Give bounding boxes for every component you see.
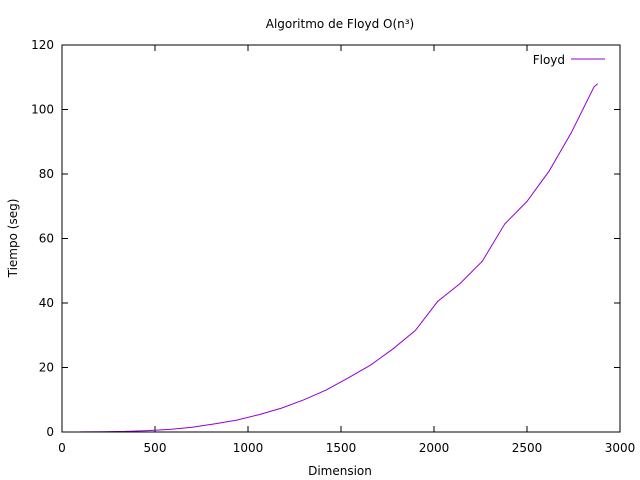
chart-title: Algoritmo de Floyd O(n³) [266,17,414,31]
series-layer [80,83,599,433]
y-tick-label: 80 [39,167,54,181]
y-tick-label: 100 [31,103,54,117]
plot-frame [61,44,621,433]
y-tick-label: 60 [39,232,54,246]
x-tick-label: 500 [144,441,167,455]
y-tick-label: 20 [39,361,54,375]
x-axis-label: Dimension [308,464,372,478]
x-tick-label: 0 [58,441,66,455]
legend-label-floyd: Floyd [533,53,565,67]
y-tick-label: 0 [46,425,54,439]
axis-ticks: 0 500 1000 1500 2000 2500 3000 0 20 40 60 80 100 120 [31,38,635,455]
x-tick-label: 3000 [605,441,636,455]
x-tick-label: 1500 [326,441,357,455]
series-line-floyd [80,83,599,433]
x-tick-label: 1000 [233,441,264,455]
y-tick-label: 120 [31,38,54,52]
y-tick-label: 40 [39,296,54,310]
legend: Floyd [533,53,605,67]
x-tick-label: 2000 [419,441,450,455]
x-tick-label: 2500 [512,441,543,455]
y-axis-label: Tiempo (seg) [6,199,20,279]
